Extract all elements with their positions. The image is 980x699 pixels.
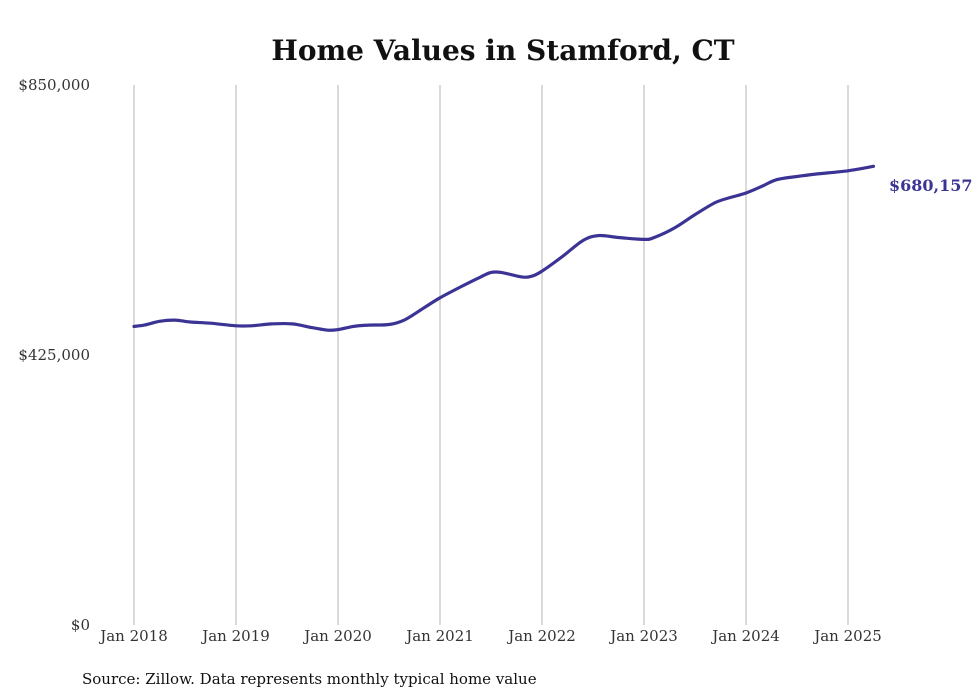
gridlines	[133, 85, 849, 625]
x-tick-label-7: Jan 2025	[812, 627, 882, 645]
x-tick-label-5: Jan 2023	[608, 627, 678, 645]
x-axis-ticks: Jan 2018 Jan 2019 Jan 2020 Jan 2021 Jan 2022…	[98, 627, 882, 645]
end-value-label: $680,157	[889, 176, 973, 195]
series-line	[132, 164, 876, 332]
x-tick-label-2: Jan 2020	[302, 627, 372, 645]
x-tick-label-1: Jan 2019	[200, 627, 270, 645]
y-tick-label-1: $425,000	[18, 346, 90, 364]
x-tick-label-4: Jan 2022	[506, 627, 576, 645]
x-tick-label-3: Jan 2021	[404, 627, 474, 645]
source-note: Source: Zillow. Data represents monthly …	[82, 670, 537, 688]
y-axis-ticks: $0 $425,000 $850,000	[18, 76, 90, 634]
chart-title: Home Values in Stamford, CT	[271, 34, 734, 67]
x-tick-label-6: Jan 2024	[710, 627, 780, 645]
y-tick-label-0: $0	[71, 616, 90, 634]
x-tick-label-0: Jan 2018	[98, 627, 168, 645]
y-tick-label-2: $850,000	[18, 76, 90, 94]
